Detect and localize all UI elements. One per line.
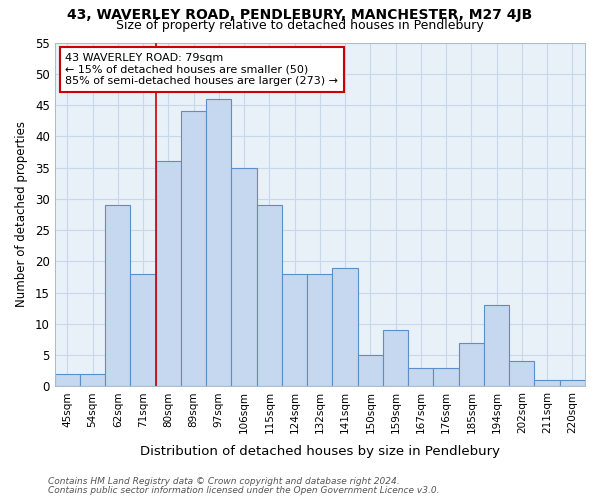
Bar (560, 380, 585, 386)
X-axis label: Distribution of detached houses by size in Pendlebury: Distribution of detached houses by size … (140, 444, 500, 458)
Bar (55, 374, 80, 386)
Bar (433, 368, 459, 386)
Bar (408, 368, 433, 386)
Text: Size of property relative to detached houses in Pendlebury: Size of property relative to detached ho… (116, 19, 484, 32)
Bar (484, 305, 509, 386)
Bar (509, 362, 535, 386)
Bar (383, 330, 408, 386)
Bar (155, 162, 181, 386)
Bar (130, 274, 155, 386)
Text: 43, WAVERLEY ROAD, PENDLEBURY, MANCHESTER, M27 4JB: 43, WAVERLEY ROAD, PENDLEBURY, MANCHESTE… (67, 8, 533, 22)
Bar (181, 112, 206, 386)
Text: Contains public sector information licensed under the Open Government Licence v3: Contains public sector information licen… (48, 486, 439, 495)
Text: Contains HM Land Registry data © Crown copyright and database right 2024.: Contains HM Land Registry data © Crown c… (48, 477, 400, 486)
Bar (232, 168, 257, 386)
Bar (80, 374, 105, 386)
Bar (282, 274, 307, 386)
Text: 43 WAVERLEY ROAD: 79sqm
← 15% of detached houses are smaller (50)
85% of semi-de: 43 WAVERLEY ROAD: 79sqm ← 15% of detache… (65, 53, 338, 86)
Y-axis label: Number of detached properties: Number of detached properties (15, 122, 28, 308)
Bar (332, 268, 358, 386)
Bar (459, 342, 484, 386)
Bar (535, 380, 560, 386)
Bar (206, 99, 232, 386)
Bar (257, 205, 282, 386)
Bar (307, 274, 332, 386)
Bar (358, 355, 383, 386)
Bar (105, 205, 130, 386)
